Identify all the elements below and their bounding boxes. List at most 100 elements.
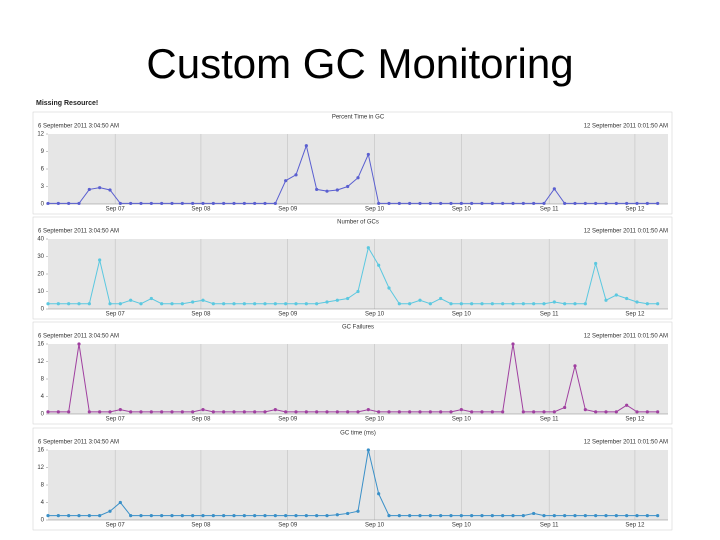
x-tick-label: Sep 10 (452, 523, 472, 529)
data-point (335, 410, 339, 414)
data-point (635, 201, 639, 206)
data-point (428, 302, 432, 306)
x-tick-label: Sep 11 (540, 523, 559, 529)
data-point (46, 514, 50, 518)
data-point (108, 410, 112, 414)
data-point (552, 514, 556, 518)
data-point (501, 302, 505, 306)
x-tick-label: Sep 07 (106, 207, 126, 213)
data-point (573, 302, 577, 306)
data-point (242, 410, 246, 414)
y-tick-label: 20 (37, 272, 44, 278)
data-point (46, 302, 50, 306)
data-point (325, 514, 329, 518)
data-point (418, 514, 422, 518)
data-point (656, 514, 660, 518)
data-point (449, 302, 453, 306)
series-line (48, 449, 658, 517)
data-point (511, 302, 515, 306)
data-point (98, 186, 102, 190)
start-label: 6 September 2011 3:04:50 AM (38, 334, 119, 340)
data-point (552, 187, 556, 191)
data-point (656, 302, 660, 306)
data-point (532, 410, 536, 414)
y-tick-label: 12 (37, 132, 44, 138)
data-point (511, 514, 515, 518)
data-point (397, 201, 401, 206)
series-line (48, 246, 658, 305)
data-point (118, 201, 122, 206)
y-tick-label: 12 (37, 359, 44, 365)
chart-title: GC Failures (342, 325, 374, 331)
data-point (418, 201, 422, 206)
data-point (583, 302, 587, 306)
data-point (366, 408, 370, 412)
data-point (387, 514, 391, 518)
data-point (284, 514, 288, 518)
data-point (563, 201, 567, 206)
data-point (377, 201, 381, 206)
data-point (521, 201, 525, 206)
data-point (594, 261, 598, 266)
data-point (201, 201, 205, 206)
data-point (552, 300, 556, 304)
y-tick-label: 0 (41, 518, 45, 524)
data-point (139, 514, 143, 518)
data-point (614, 514, 618, 518)
data-point (490, 302, 494, 306)
data-point (439, 410, 443, 414)
data-point (170, 514, 174, 518)
data-point (87, 514, 91, 518)
data-point (108, 302, 112, 306)
data-point (191, 300, 195, 304)
data-point (656, 410, 660, 414)
x-tick-label: Sep 10 (365, 312, 385, 318)
data-point (583, 408, 587, 412)
data-point (222, 410, 226, 414)
data-point (356, 509, 360, 513)
data-point (501, 410, 505, 414)
data-point (242, 514, 246, 518)
data-point (118, 302, 122, 306)
y-tick-label: 8 (41, 483, 45, 489)
x-tick-label: Sep 09 (278, 523, 298, 529)
data-point (604, 410, 608, 414)
data-point (211, 514, 215, 518)
data-point (139, 302, 143, 306)
data-point (170, 302, 174, 306)
data-point (604, 514, 608, 518)
data-point (511, 201, 515, 206)
data-point (304, 144, 308, 148)
x-tick-label: Sep 10 (365, 523, 385, 529)
data-point (594, 410, 598, 414)
data-point (428, 514, 432, 518)
plot-area (48, 239, 668, 309)
data-point (449, 410, 453, 414)
data-point (108, 188, 112, 192)
data-point (552, 410, 556, 414)
data-point (346, 410, 350, 414)
data-point (253, 201, 257, 206)
data-point (418, 410, 422, 414)
data-point (480, 514, 484, 518)
data-point (201, 298, 205, 302)
data-point (304, 514, 308, 518)
y-tick-label: 6 (41, 167, 45, 173)
data-point (439, 296, 443, 301)
data-point (614, 293, 618, 297)
data-point (222, 514, 226, 518)
data-point (139, 410, 143, 414)
data-point (335, 298, 339, 302)
data-point (191, 201, 195, 206)
x-tick-label: Sep 12 (625, 417, 645, 423)
data-point (480, 201, 484, 206)
data-point (439, 201, 443, 206)
data-point (232, 514, 236, 518)
data-point (521, 410, 525, 414)
data-point (408, 514, 412, 518)
data-point (366, 152, 370, 157)
data-point (346, 511, 350, 516)
series-line (48, 343, 658, 413)
data-point (129, 201, 133, 206)
data-point (129, 410, 133, 414)
